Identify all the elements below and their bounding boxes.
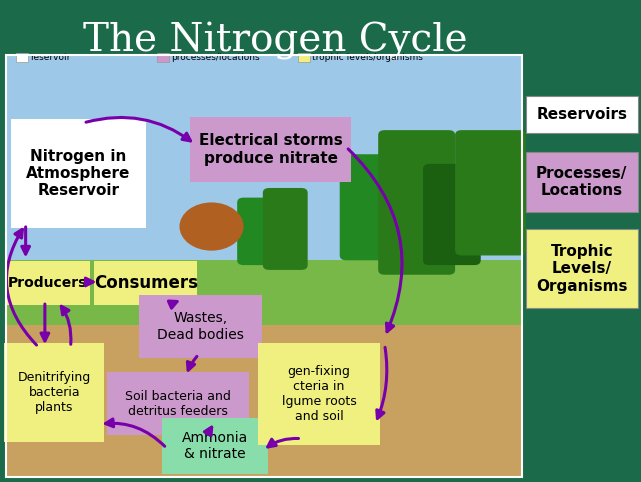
Text: Trophic
Levels/
Organisms: Trophic Levels/ Organisms <box>536 244 628 294</box>
FancyBboxPatch shape <box>526 229 638 308</box>
Text: reservoir: reservoir <box>30 53 71 62</box>
Text: trophic levels/organisms: trophic levels/organisms <box>312 53 423 62</box>
Text: Ammonia
& nitrate: Ammonia & nitrate <box>181 431 248 461</box>
Text: Nitrogen in
Atmosphere
Reservoir: Nitrogen in Atmosphere Reservoir <box>26 148 131 199</box>
FancyBboxPatch shape <box>11 119 146 228</box>
FancyBboxPatch shape <box>190 117 351 182</box>
FancyBboxPatch shape <box>6 323 522 477</box>
FancyBboxPatch shape <box>6 261 90 305</box>
FancyBboxPatch shape <box>16 53 28 62</box>
FancyBboxPatch shape <box>6 258 522 325</box>
FancyBboxPatch shape <box>340 154 404 260</box>
FancyBboxPatch shape <box>139 295 262 358</box>
Text: processes/locations: processes/locations <box>171 53 260 62</box>
FancyBboxPatch shape <box>162 418 268 474</box>
FancyBboxPatch shape <box>298 53 310 62</box>
Text: The Nitrogen Cycle: The Nitrogen Cycle <box>83 22 468 60</box>
FancyBboxPatch shape <box>6 55 522 260</box>
FancyBboxPatch shape <box>378 130 455 275</box>
Text: Consumers: Consumers <box>94 274 198 292</box>
FancyBboxPatch shape <box>94 261 197 305</box>
FancyBboxPatch shape <box>526 152 638 212</box>
Text: gen-fixing
cteria in
lgume roots
and soil: gen-fixing cteria in lgume roots and soi… <box>281 365 356 423</box>
FancyBboxPatch shape <box>4 343 104 442</box>
Text: Reservoirs: Reservoirs <box>537 107 627 122</box>
Ellipse shape <box>179 202 244 251</box>
Text: Soil bacteria and
detritus feeders: Soil bacteria and detritus feeders <box>125 389 231 418</box>
FancyBboxPatch shape <box>237 198 288 265</box>
FancyBboxPatch shape <box>526 96 638 133</box>
Text: Denitrifying
bacteria
plants: Denitrifying bacteria plants <box>18 371 91 415</box>
FancyBboxPatch shape <box>107 372 249 435</box>
FancyBboxPatch shape <box>157 53 169 62</box>
FancyBboxPatch shape <box>455 130 526 255</box>
Text: Electrical storms
produce nitrate: Electrical storms produce nitrate <box>199 133 343 166</box>
Text: Wastes,
Dead bodies: Wastes, Dead bodies <box>157 311 244 342</box>
FancyBboxPatch shape <box>423 164 481 265</box>
Text: Processes/
Locations: Processes/ Locations <box>536 166 628 198</box>
Text: Producers: Producers <box>8 276 87 290</box>
FancyBboxPatch shape <box>258 343 380 445</box>
FancyBboxPatch shape <box>263 188 308 270</box>
